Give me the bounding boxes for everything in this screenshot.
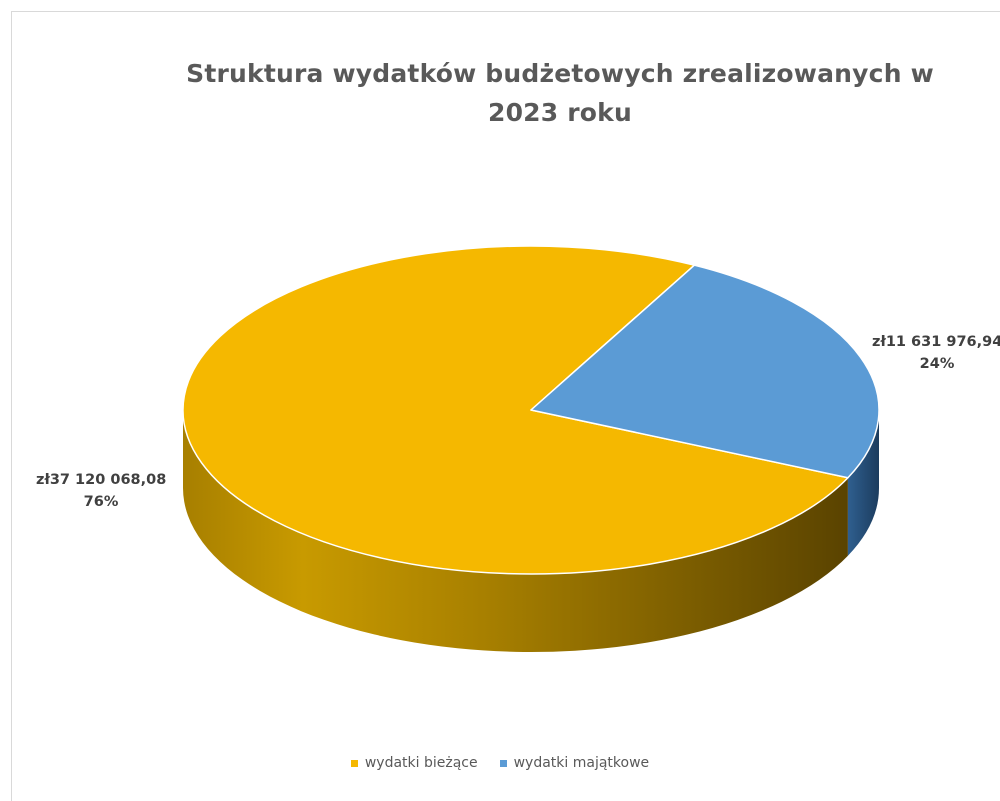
chart-title: Struktura wydatków budżetowych zrealizow… [186,59,934,127]
chart-area [11,11,1000,801]
data-label-wydatki-majatkowe: zł11 631 976,94 24% [872,331,1000,375]
data-label-percent: 24% [919,356,955,372]
data-label-percent: 76% [83,494,119,510]
slice-wydatki-biezace [182,245,849,575]
legend-label: wydatki bieżące [364,755,478,771]
slice-side-wydatki-biezace [182,410,848,652]
data-label-value: zł37 120 068,08 [36,472,167,488]
legend: wydatki bieżące wydatki majątkowe [0,755,1000,771]
legend-label: wydatki majątkowe [513,755,650,771]
slice-side-wydatki-majatkowe [847,410,879,556]
legend-swatch [350,759,358,767]
legend-item-wydatki-biezace: wydatki bieżące [350,755,478,771]
slice-wydatki-majatkowe [530,264,880,479]
data-label-value: zł11 631 976,94 [872,334,1000,350]
legend-swatch [499,759,507,767]
legend-item-wydatki-majatkowe: wydatki majątkowe [499,755,650,771]
data-label-wydatki-biezace: zł37 120 068,08 76% [36,469,166,513]
